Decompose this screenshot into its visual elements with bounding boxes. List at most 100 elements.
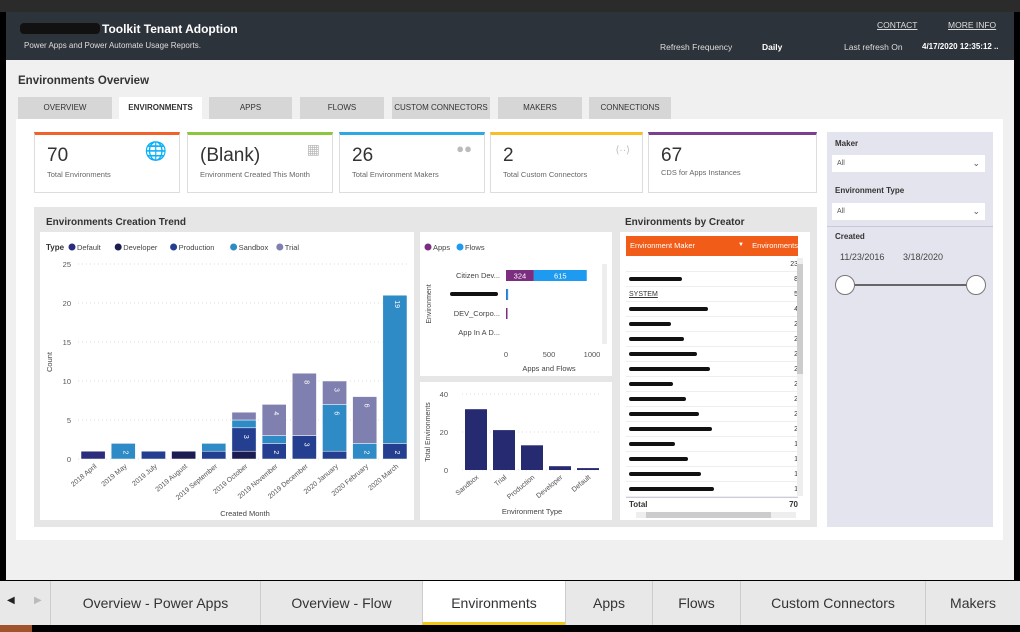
- tab-flows[interactable]: FLOWS: [300, 97, 384, 119]
- environment-count: 8: [794, 272, 798, 287]
- page-tab-overview-power-apps[interactable]: Overview - Power Apps: [50, 581, 260, 625]
- tab-environments[interactable]: ENVIRONMENTS: [119, 97, 202, 120]
- table-row[interactable]: 2: [626, 392, 798, 407]
- redacted-maker-name: [629, 382, 673, 386]
- maker-dropdown[interactable]: All ⌄: [832, 155, 985, 172]
- card-created-this-month: (Blank) Environment Created This Month ▦: [187, 132, 333, 193]
- environment-count: 2: [794, 347, 798, 362]
- environment-count: 2: [794, 392, 798, 407]
- page-tab-flows[interactable]: Flows: [652, 581, 740, 625]
- card-value: (Blank): [200, 145, 261, 166]
- bar-segment: [533, 270, 587, 281]
- x-tick-label: 2018 April: [70, 463, 99, 489]
- divider: [827, 226, 993, 227]
- environment-count: 1: [794, 437, 798, 452]
- table-row[interactable]: 1: [626, 482, 798, 497]
- table-row[interactable]: 2: [626, 347, 798, 362]
- data-label: 19: [393, 300, 400, 308]
- legend-label: Trial: [285, 243, 300, 252]
- bar: [493, 430, 515, 470]
- legend-label: Production: [179, 243, 215, 252]
- table-row[interactable]: 1: [626, 437, 798, 452]
- table-vertical-scrollbar[interactable]: [797, 258, 803, 496]
- last-refresh-value: 4/17/2020 12:35:12 ..: [922, 42, 999, 51]
- y-tick-label: 40: [440, 390, 448, 399]
- environment-count: 23: [790, 261, 798, 268]
- table-row[interactable]: 2: [626, 317, 798, 332]
- legend-marker: [230, 243, 238, 251]
- y-axis-label: Total Environments: [425, 402, 432, 462]
- report-header: Toolkit Tenant Adoption Power Apps and P…: [6, 12, 1014, 60]
- card-label: Total Environments: [47, 170, 111, 179]
- table-row[interactable]: 1: [626, 467, 798, 482]
- bar-segment: [171, 450, 196, 460]
- y-tick-label: 0: [67, 455, 71, 464]
- data-label: 2: [393, 450, 400, 454]
- redacted-maker-name: [629, 412, 699, 416]
- apps-and-flows-chart: Apps Flows Citizen Dev... 324 615 DEV_Corpo..…: [424, 243, 607, 373]
- taskbar-accent: [0, 625, 32, 632]
- category-label: Citizen Dev...: [456, 271, 500, 280]
- legend-marker: [170, 243, 178, 251]
- maker-filter-label: Maker: [835, 139, 859, 148]
- table-row[interactable]: 2: [626, 362, 798, 377]
- created-filter-label: Created: [835, 232, 865, 241]
- x-tick-label: Sandbox: [455, 474, 481, 497]
- scrollbar: [602, 264, 607, 344]
- globe-icon: 🌐: [144, 141, 167, 161]
- col-environment-maker[interactable]: Environment Maker: [630, 241, 696, 250]
- table-row[interactable]: 2: [626, 407, 798, 422]
- card-value: 70: [47, 145, 69, 166]
- environments-creation-trend-chart: Type Default Developer Production Sandbox Tri…: [45, 243, 410, 518]
- page-tab-apps[interactable]: Apps: [565, 581, 652, 625]
- maker-dropdown-value: All: [837, 160, 845, 167]
- bar-segment: [506, 270, 534, 281]
- bar: [577, 468, 599, 470]
- last-refresh-label: Last refresh On: [844, 42, 903, 52]
- x-axis-label: Created Month: [220, 509, 270, 518]
- table-row[interactable]: 1: [626, 452, 798, 467]
- tab-custom-connectors[interactable]: CUSTOM CONNECTORS: [392, 97, 490, 119]
- table-row[interactable]: SYSTEM 5: [626, 287, 798, 302]
- more-info-link[interactable]: MORE INFO: [948, 20, 997, 30]
- chevron-down-icon: ⌄: [972, 206, 980, 216]
- date-from[interactable]: 11/23/2016: [840, 252, 885, 262]
- col-environments[interactable]: Environments: [752, 241, 798, 250]
- chevron-down-icon: ⌄: [972, 158, 980, 168]
- table-row[interactable]: 4: [626, 302, 798, 317]
- y-tick-label: 15: [63, 338, 71, 347]
- table-row[interactable]: 8: [626, 272, 798, 287]
- environment-count: 5: [794, 287, 798, 302]
- legend-label: Default: [77, 243, 102, 252]
- page-tab-custom-connectors[interactable]: Custom Connectors: [740, 581, 925, 625]
- tab-overview[interactable]: OVERVIEW: [18, 97, 112, 119]
- scroll-left-icon[interactable]: ◀: [7, 595, 15, 606]
- creator-table-title: Environments by Creator: [625, 217, 745, 228]
- date-slider-track[interactable]: [845, 284, 976, 286]
- tab-connections[interactable]: CONNECTIONS: [589, 97, 671, 119]
- data-label: 6: [363, 404, 370, 408]
- bar-segment: [322, 450, 347, 460]
- tab-makers[interactable]: MAKERS: [498, 97, 582, 119]
- tab-apps[interactable]: APPS: [209, 97, 292, 119]
- table-row[interactable]: 23: [626, 257, 798, 272]
- environment-type-dropdown[interactable]: All ⌄: [832, 203, 985, 220]
- x-tick-label: 2020 March: [367, 463, 400, 492]
- page-tab-makers[interactable]: Makers: [925, 581, 1020, 625]
- total-label: Total: [629, 500, 648, 509]
- contact-link[interactable]: CONTACT: [877, 20, 918, 30]
- date-slider-start-handle[interactable]: [835, 275, 855, 295]
- page-tab-overview-flow[interactable]: Overview - Flow: [260, 581, 422, 625]
- table-row[interactable]: 2: [626, 422, 798, 437]
- page-tab-environments[interactable]: Environments: [422, 581, 565, 625]
- data-label: 615: [554, 272, 567, 281]
- date-slider-end-handle[interactable]: [966, 275, 986, 295]
- scroll-right-icon[interactable]: ▶: [34, 595, 42, 606]
- redacted-maker-name: [629, 322, 671, 326]
- type-dropdown-value: All: [837, 208, 845, 215]
- table-horizontal-scrollbar[interactable]: [636, 512, 796, 518]
- calendar-icon: ▦: [306, 141, 320, 157]
- date-to[interactable]: 3/18/2020: [903, 252, 944, 262]
- table-row[interactable]: 2: [626, 377, 798, 392]
- table-row[interactable]: 2: [626, 332, 798, 347]
